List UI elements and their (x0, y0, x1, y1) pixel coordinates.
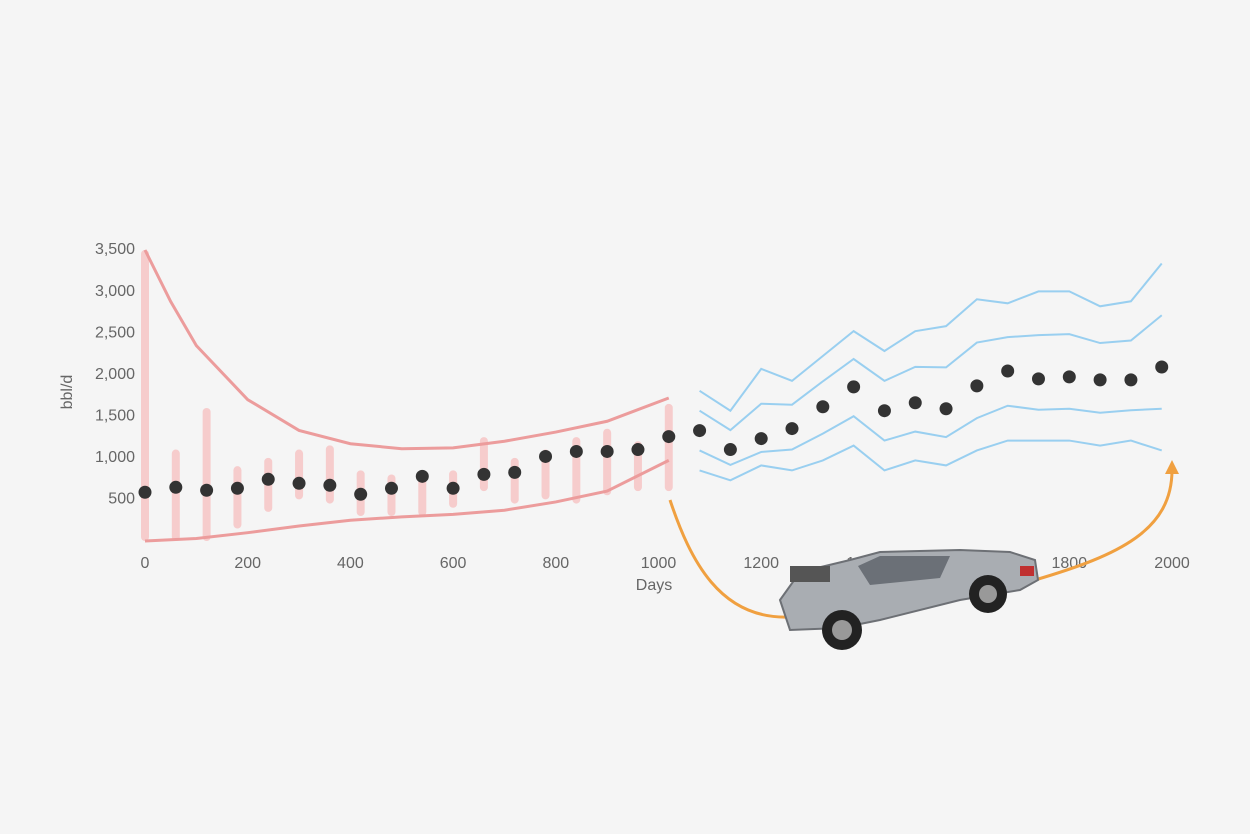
x-axis-label: Days (636, 577, 672, 594)
y-tick-label: 3,000 (95, 283, 135, 300)
data-point (877, 404, 891, 418)
x-tick-label: 600 (440, 555, 467, 572)
y-tick-label: 2,500 (95, 324, 135, 341)
data-point (292, 476, 306, 490)
y-tick-label: 2,000 (95, 366, 135, 383)
data-point (415, 469, 429, 483)
data-point (723, 443, 737, 457)
data-point (847, 380, 861, 394)
y-tick-label: 3,500 (95, 241, 135, 258)
x-tick-label: 400 (337, 555, 364, 572)
plot: 500 1,000 1,500 2,000 2,500 3,000 3,500 (95, 241, 1169, 543)
range-bar (387, 474, 396, 517)
data-point (261, 472, 275, 486)
envelope-line (144, 459, 670, 543)
data-point (200, 483, 214, 497)
data-point (754, 432, 768, 446)
data-point (939, 402, 953, 416)
arrow-head (1165, 460, 1179, 474)
x-tick-label: 1000 (641, 555, 677, 572)
decoration (668, 460, 1179, 650)
envelope-line (143, 249, 670, 451)
simulation-line (699, 404, 1162, 467)
arrow (1034, 469, 1174, 582)
data-point (970, 379, 984, 393)
range-bar (295, 449, 304, 500)
data-point (816, 400, 830, 414)
simulation-line (699, 262, 1163, 413)
data-point (600, 444, 614, 458)
data-point (785, 422, 799, 436)
data-point (1031, 372, 1045, 386)
y-tick-label: 1,500 (95, 408, 135, 425)
x-tick-label: 0 (141, 555, 150, 572)
range-bar (325, 445, 334, 504)
range-bar (510, 457, 519, 504)
data-point (384, 481, 398, 495)
data-point (508, 465, 522, 479)
x-tick-label: 2000 (1154, 555, 1190, 572)
x-tick-label: 1800 (1052, 555, 1088, 572)
x-tick-label: 800 (542, 555, 569, 572)
range-bar (664, 403, 673, 492)
range-bar (603, 428, 612, 496)
data-point (354, 487, 368, 501)
data-point (631, 443, 645, 457)
range-bar (171, 449, 180, 541)
y-tick-label: 500 (108, 491, 135, 508)
x-tick-label: 1200 (743, 555, 779, 572)
data-point (1155, 360, 1169, 374)
arrow (668, 499, 791, 619)
y-axis-label: bbl/d (59, 375, 76, 410)
data-point (446, 481, 460, 495)
data-point (539, 449, 553, 463)
data-point (908, 396, 922, 410)
data-point (169, 480, 183, 494)
data-point (1062, 370, 1076, 384)
y-tick-label: 1,000 (95, 449, 135, 466)
data-point (230, 481, 244, 495)
data-point (693, 424, 707, 438)
simulation-line (699, 439, 1163, 482)
range-bar (233, 466, 242, 529)
range-bar (202, 407, 211, 541)
data-point (1124, 373, 1138, 387)
data-point (662, 430, 676, 444)
range-bar (141, 250, 149, 541)
x-tick-label: 200 (234, 555, 261, 572)
data-point (477, 467, 491, 481)
data-point (1001, 364, 1015, 378)
simulation-line (699, 314, 1163, 432)
data-point (569, 444, 583, 458)
data-point (323, 478, 337, 492)
data-point (1093, 373, 1107, 387)
car (778, 548, 1040, 650)
data-point (138, 485, 152, 499)
